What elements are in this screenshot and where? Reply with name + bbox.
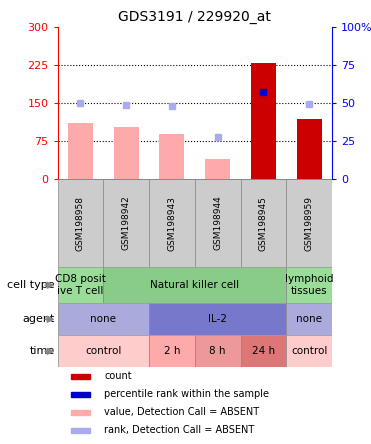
Bar [205,159,230,179]
Bar [103,179,149,267]
Bar [149,303,286,335]
Text: GSM198943: GSM198943 [167,196,176,250]
Bar [58,335,149,367]
Bar [286,179,332,267]
Bar [251,63,276,179]
Text: cell type: cell type [7,280,55,290]
Bar [114,127,139,179]
Bar [149,335,195,367]
Bar [240,179,286,267]
Bar [58,267,103,303]
Text: GSM198945: GSM198945 [259,196,268,250]
Bar [71,373,91,379]
Bar [58,303,149,335]
Text: rank, Detection Call = ABSENT: rank, Detection Call = ABSENT [104,425,255,435]
Bar [286,335,332,367]
Text: Natural killer cell: Natural killer cell [150,280,239,290]
Text: 8 h: 8 h [209,346,226,357]
Text: IL-2: IL-2 [208,314,227,324]
Bar [58,179,103,267]
Bar [286,303,332,335]
Bar [240,335,286,367]
Bar [296,119,322,179]
Text: value, Detection Call = ABSENT: value, Detection Call = ABSENT [104,407,259,417]
Text: GSM198942: GSM198942 [122,196,131,250]
Text: none: none [296,314,322,324]
Text: control: control [85,346,121,357]
Text: none: none [90,314,116,324]
Bar [71,410,91,415]
Bar [68,123,93,179]
Text: count: count [104,371,132,381]
Text: GSM198958: GSM198958 [76,195,85,250]
Text: percentile rank within the sample: percentile rank within the sample [104,389,269,399]
Text: agent: agent [22,314,55,324]
Bar [149,179,195,267]
Text: GSM198944: GSM198944 [213,196,222,250]
Bar [195,179,240,267]
Text: 2 h: 2 h [164,346,180,357]
Bar [159,134,184,179]
Title: GDS3191 / 229920_at: GDS3191 / 229920_at [118,10,271,24]
Text: time: time [30,346,55,357]
Text: GSM198959: GSM198959 [305,195,313,250]
Text: control: control [291,346,327,357]
Bar [71,392,91,396]
Text: 24 h: 24 h [252,346,275,357]
Bar [103,267,286,303]
Bar [195,335,240,367]
Bar [286,267,332,303]
Text: CD8 posit
ive T cell: CD8 posit ive T cell [55,274,106,296]
Text: lymphoid
tissues: lymphoid tissues [285,274,334,296]
Bar [71,428,91,433]
